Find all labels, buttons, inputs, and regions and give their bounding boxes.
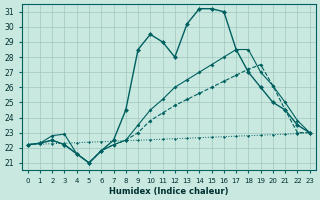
X-axis label: Humidex (Indice chaleur): Humidex (Indice chaleur) (109, 187, 228, 196)
